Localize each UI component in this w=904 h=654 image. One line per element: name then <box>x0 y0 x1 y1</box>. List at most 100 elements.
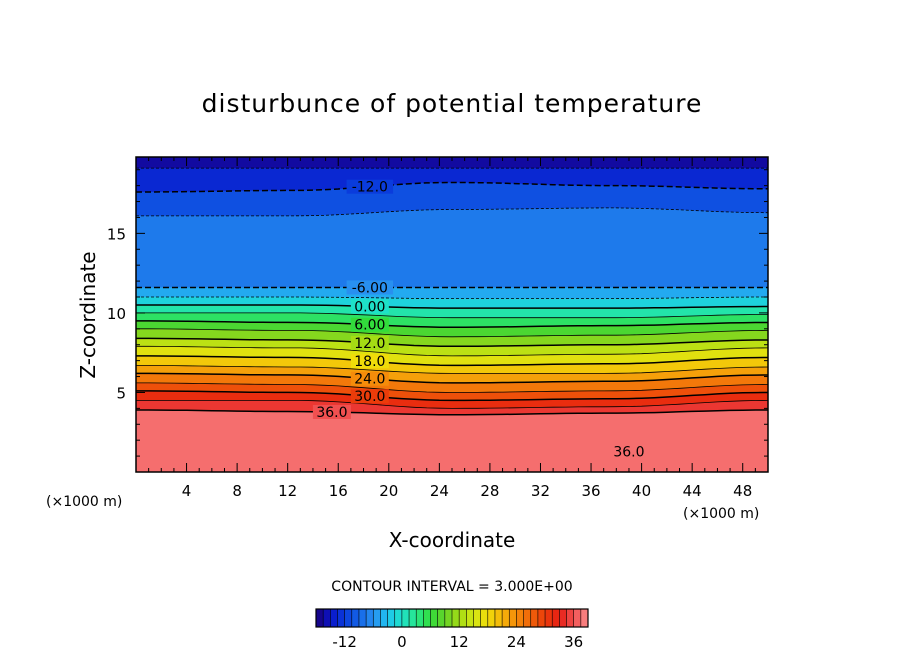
contour-line <box>136 337 768 348</box>
y-tick-label: 5 <box>116 384 126 402</box>
x-tick-label: 4 <box>182 482 192 500</box>
contour-fills <box>136 157 768 472</box>
contour-label-bg <box>346 179 394 194</box>
contour-interval-label: CONTOUR INTERVAL = 3.000E+00 <box>331 579 572 595</box>
x-axis-title: X-coordinate <box>389 528 516 552</box>
colorbar-tick-label: -12 <box>332 633 357 651</box>
colorbar-cell <box>409 609 417 627</box>
colorbar-cell <box>423 609 431 627</box>
contour-line <box>136 312 768 319</box>
colorbar-cell <box>444 609 453 627</box>
colorbar-cell <box>559 609 567 627</box>
colorbar-cell <box>523 609 532 627</box>
contour-line <box>136 296 768 299</box>
contour-label-bg <box>350 335 389 350</box>
colorbar-cell <box>316 609 324 627</box>
contour-label: 36.0 <box>316 405 347 421</box>
contour-line <box>136 372 768 384</box>
colorbar-cell <box>502 609 510 627</box>
colorbar-cell <box>366 609 374 627</box>
colorbar-frame <box>315 608 589 628</box>
x-tick-label: 32 <box>531 482 550 500</box>
contour-label-bg <box>350 317 389 332</box>
contour-line <box>136 382 768 393</box>
colorbar-cell <box>530 609 539 627</box>
x-tick-label: 36 <box>581 482 600 500</box>
contour-label-bg <box>346 280 394 295</box>
y-tick-label: 15 <box>107 225 126 243</box>
x-tick-label: 20 <box>379 482 398 500</box>
contour-label-bg <box>350 389 389 404</box>
contour-line <box>136 181 768 193</box>
contour-line <box>136 409 768 416</box>
colorbar-cell <box>344 609 353 627</box>
colorbar-cell <box>580 609 589 627</box>
colorbar-cell <box>473 609 481 627</box>
colorbar-cell <box>466 609 474 627</box>
x-tick-label: 16 <box>329 482 348 500</box>
contour-line <box>136 400 768 409</box>
colorbar-cell <box>394 609 403 627</box>
colorbar-cell <box>351 609 360 627</box>
colorbar-cell <box>537 609 546 627</box>
contour-line <box>136 207 768 217</box>
x-tick-label: 28 <box>480 482 499 500</box>
colorbar-cell <box>452 609 460 627</box>
contour-band <box>136 410 768 472</box>
plot-area: -12.0 -6.00 0.00 6.00 12.0 18.0 24.030.0 36.0 36… <box>136 157 768 472</box>
contour-label: 0.00 <box>354 299 385 315</box>
contour-label-bg <box>350 354 389 369</box>
contour-label: 24.0 <box>354 372 385 388</box>
contour-label-bg <box>350 299 389 314</box>
colorbar-cell <box>573 609 582 627</box>
x-tick-label: 24 <box>430 482 449 500</box>
contour-lines <box>136 167 768 416</box>
contour-label: -6.00 <box>352 280 388 296</box>
colorbar-cell <box>387 609 396 627</box>
colorbar-cell <box>545 609 553 627</box>
x-tick-label: 48 <box>733 482 752 500</box>
contour-label-bg <box>609 444 648 459</box>
colorbar-cell <box>459 609 467 627</box>
contour-label: 18.0 <box>354 354 385 370</box>
contour-line <box>136 320 768 328</box>
colorbar-cell <box>552 609 560 627</box>
colorbar-cell <box>516 609 524 627</box>
y-axis-title: Z-coordinate <box>76 251 100 378</box>
x-tick-label: 8 <box>232 482 242 500</box>
x-unit-label: (×1000 m) <box>683 506 759 522</box>
contour-line <box>136 365 768 374</box>
colorbar-cell <box>494 609 503 627</box>
colorbar-cell <box>416 609 424 627</box>
colorbar-tick-label: 0 <box>397 633 407 651</box>
contour-line <box>136 355 768 367</box>
colorbar-cell <box>430 609 438 627</box>
contour-label: 6.00 <box>354 318 385 334</box>
colorbar-cell <box>487 609 496 627</box>
contour-label: 12.0 <box>354 336 385 352</box>
colorbar-cell <box>380 609 388 627</box>
colorbar: -12 0 12 24 36 <box>315 608 589 651</box>
colorbar-cell <box>373 609 381 627</box>
contour-labels: -12.0 -6.00 0.00 6.00 12.0 18.0 24.030.0 36.0 36… <box>312 179 648 460</box>
colorbar-tick-label: 24 <box>507 633 526 651</box>
colorbar-cell <box>509 609 517 627</box>
colorbar-cell <box>337 609 345 627</box>
contour-label-bg <box>350 371 389 386</box>
contour-label: 30.0 <box>354 389 385 405</box>
contour-label: 36.0 <box>613 444 644 460</box>
x-tick-label: 44 <box>683 482 702 500</box>
y-unit-label: (×1000 m) <box>46 494 122 510</box>
colorbar-cell <box>401 609 410 627</box>
colorbar-cell <box>480 609 489 627</box>
contour-label-bg <box>312 404 351 419</box>
colorbar-cell <box>566 609 574 627</box>
contour-label: -12.0 <box>352 180 388 196</box>
contour-line <box>136 390 768 402</box>
contour-line <box>136 304 768 309</box>
colorbar-tick-label: 12 <box>450 633 469 651</box>
x-tick-label: 40 <box>632 482 651 500</box>
y-tick-label: 10 <box>107 305 126 323</box>
colorbar-cell <box>437 609 446 627</box>
colorbar-cell <box>323 609 331 627</box>
